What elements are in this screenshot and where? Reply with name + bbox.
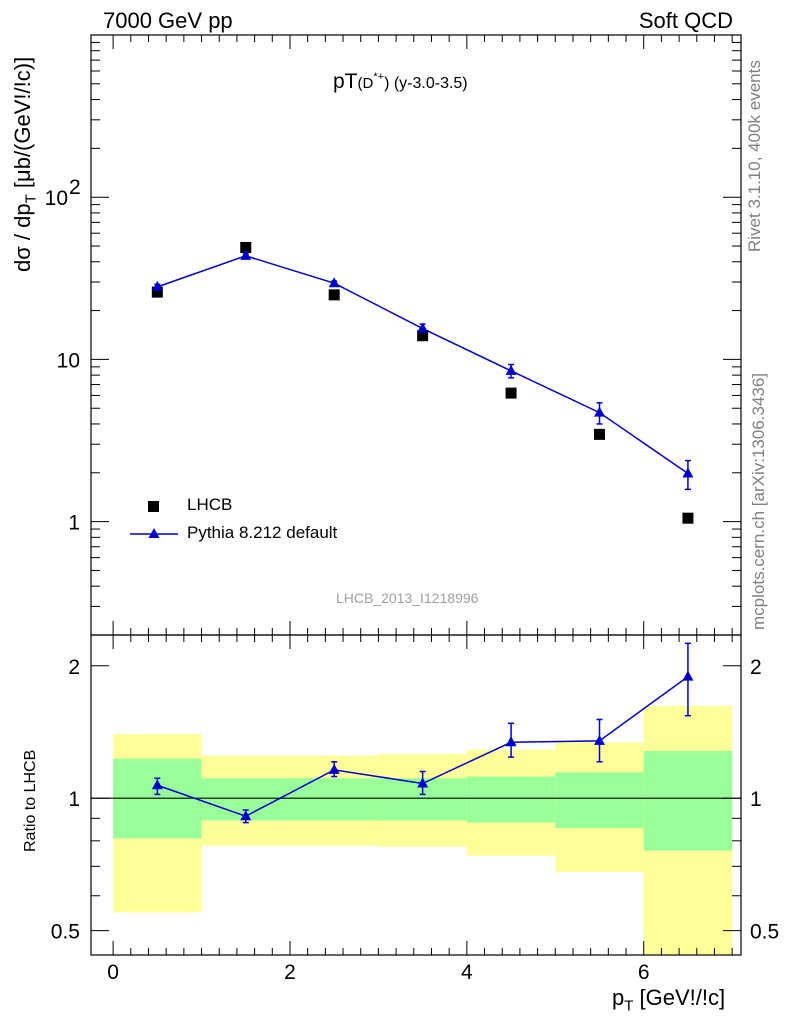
- ratio-marker: [328, 763, 340, 774]
- pythia-marker: [682, 467, 694, 478]
- ratio-ytick-label-right: 1: [750, 788, 762, 811]
- header-right: Soft QCD: [638, 8, 733, 33]
- main-ylabel-sub: T: [22, 194, 40, 204]
- axis-frames: [90, 34, 742, 956]
- xlabel-unit: [GeV!/!c]: [639, 985, 726, 1010]
- ratio-band-inner: [555, 772, 644, 829]
- legend-label-pythia: Pythia 8.212 default: [187, 523, 338, 542]
- ratio-frame: [90, 634, 742, 956]
- xtick-label: 6: [638, 961, 650, 984]
- xlabel-text: p: [612, 985, 625, 1010]
- plot-title-sup: *+: [373, 71, 385, 83]
- main-ylabel: dσ / dpT [μb/(GeV!/!c)]: [10, 57, 39, 272]
- pythia-marker: [505, 364, 517, 375]
- analysis-watermark: LHCB_2013_I1218996: [336, 590, 479, 606]
- xlabel-sub: T: [624, 997, 634, 1015]
- ratio-marker: [594, 734, 606, 745]
- main-ylabel-text: dσ / dp: [10, 203, 35, 272]
- lhcb-marker: [682, 512, 694, 524]
- data-marks: [151, 241, 694, 824]
- xtick-label: 0: [107, 961, 119, 984]
- ratio-ytick-label-left: 0.5: [51, 921, 80, 944]
- lhcb-marker: [151, 286, 163, 298]
- ratio-ytick-label-right: 2: [750, 656, 762, 679]
- legend-swatch-pythia-marker: [148, 528, 160, 538]
- xtick-label: 2: [284, 961, 296, 984]
- lhcb-marker: [505, 387, 517, 399]
- main-ylabel-unit: [μb/(GeV!/!c)]: [10, 56, 35, 189]
- header-left: 7000 GeV pp: [103, 8, 233, 33]
- pythia-marker: [594, 406, 606, 417]
- ratio-ytick-label-right: 0.5: [750, 921, 779, 944]
- ratio-marker: [240, 810, 252, 821]
- main-ytick-label-1: 1: [68, 512, 80, 535]
- plot-title-sub: (D: [357, 75, 374, 92]
- pythia-marker: [240, 249, 252, 260]
- side-note-rivet: Rivet 3.1.10, 400k events: [745, 60, 764, 252]
- plot-title-main: pT: [333, 70, 358, 93]
- ratio-bands: [113, 706, 733, 955]
- lhcb-marker: [594, 428, 606, 440]
- xtick-label: 4: [461, 961, 473, 984]
- legend: [130, 501, 178, 538]
- xlabel: pT [GeV!/!c]: [612, 985, 725, 1014]
- pythia-marker: [328, 277, 340, 288]
- lhcb-marker: [240, 241, 252, 253]
- main-ytick-label-10: 10: [57, 349, 80, 372]
- ratio-marker: [417, 777, 429, 788]
- ratio-marker: [682, 670, 694, 681]
- legend-swatch-lhcb: [148, 501, 159, 512]
- ratio-band-inner: [466, 776, 556, 823]
- plot-title: pT(D*+) (y-3.0-3.5): [333, 70, 468, 94]
- ratio-band-inner: [289, 778, 379, 821]
- ratio-band-inner: [643, 751, 733, 851]
- lhcb-marker: [417, 330, 429, 342]
- lhcb-marker: [328, 289, 340, 301]
- plot-title-rest: ) (y-3.0-3.5): [384, 75, 468, 92]
- pythia-marker: [417, 322, 429, 333]
- ratio-ytick-label-left: 1: [68, 788, 80, 811]
- legend-label-lhcb: LHCB: [187, 495, 233, 514]
- axis-ticks: [91, 35, 741, 955]
- ratio-ytick-label-left: 2: [68, 656, 80, 679]
- pythia-line: [157, 255, 689, 475]
- main-ytick-label-100: 10: [45, 187, 68, 210]
- side-note-source: mcplots.cern.ch [arXiv:1306.3436]: [749, 372, 768, 630]
- main-frame: [90, 34, 742, 636]
- ratio-ylabel: Ratio to LHCB: [22, 749, 39, 852]
- ratio-marker: [151, 779, 163, 790]
- pythia-marker: [151, 280, 163, 291]
- main-ytick-label-exponent: 2: [69, 176, 81, 199]
- ratio-marker: [505, 736, 517, 747]
